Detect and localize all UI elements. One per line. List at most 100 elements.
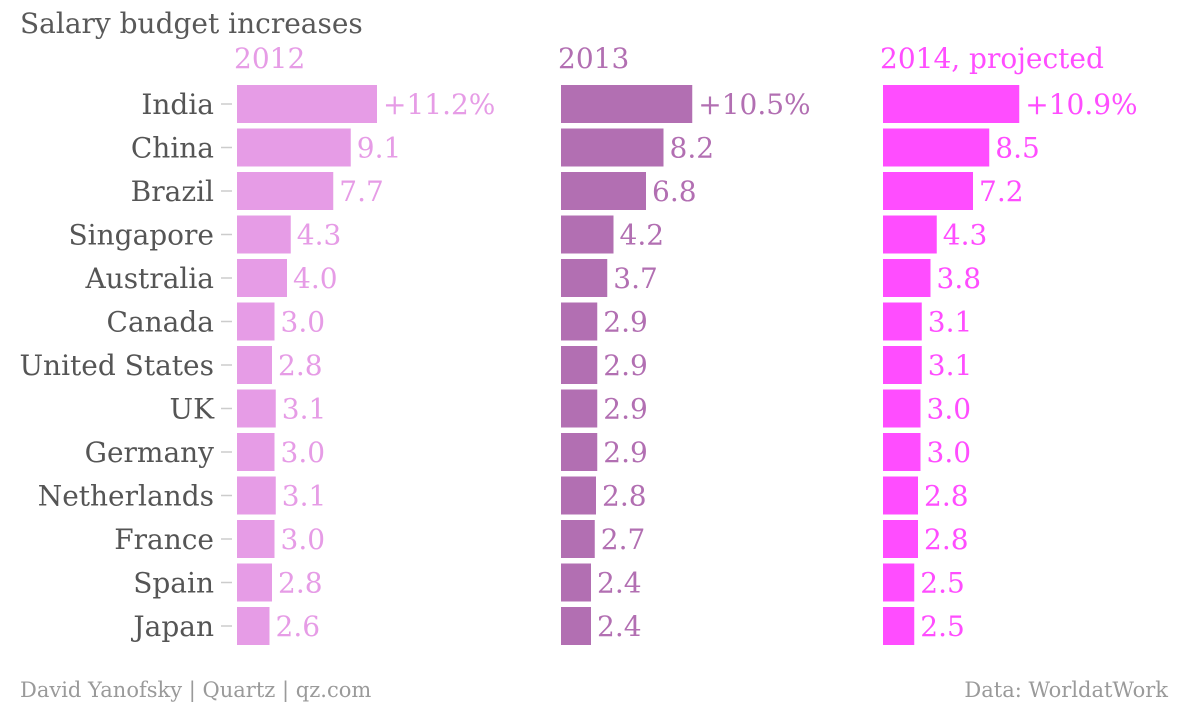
bar	[883, 607, 915, 645]
bar	[237, 302, 275, 341]
bar	[237, 85, 377, 123]
bar	[561, 389, 598, 428]
series-label: 2013	[558, 42, 629, 75]
category-label: UK	[169, 393, 215, 426]
bar	[561, 128, 664, 167]
category-labels: India China Brazil Singapore Australia Canada…	[19, 88, 232, 643]
footer-source: Data: WorldatWork	[964, 678, 1168, 702]
data-label: +11.2%	[383, 88, 495, 121]
bar	[561, 172, 646, 210]
data-label: 2.9	[603, 393, 648, 426]
data-label: 2.9	[603, 306, 648, 339]
bar	[561, 259, 608, 297]
data-label: 4.3	[943, 219, 988, 252]
data-label: 3.0	[281, 523, 326, 556]
data-label: 2.4	[597, 567, 642, 600]
bar	[561, 607, 591, 645]
series-panels: 2012 +11.2% 9.1 7.7 4.3 4.0 3.0 2.8 3.1 3.0 3.1 3.0…	[234, 42, 1138, 645]
bar	[237, 476, 276, 515]
bar	[883, 433, 921, 471]
bar	[883, 85, 1020, 123]
bar	[883, 128, 990, 167]
data-label: 3.1	[928, 306, 973, 339]
data-label: 8.5	[995, 132, 1040, 165]
category-label: Netherlands	[38, 480, 214, 513]
bar	[883, 172, 973, 210]
data-label: 2.8	[924, 480, 969, 513]
data-label: 6.8	[652, 175, 697, 208]
bar	[883, 346, 922, 384]
data-label: 8.2	[670, 132, 715, 165]
series-panel: 2014, projected +10.9% 8.5 7.2 4.3 3.8 3.1 3.1 3…	[880, 42, 1138, 645]
bar	[561, 346, 598, 384]
data-label: 2.8	[924, 523, 969, 556]
bar	[883, 563, 915, 602]
bar	[237, 128, 351, 167]
data-label: 3.1	[928, 349, 973, 382]
bar	[561, 302, 598, 341]
bar	[883, 302, 922, 341]
data-label: 2.6	[276, 610, 321, 643]
bar	[561, 215, 614, 254]
category-label: Canada	[107, 306, 214, 339]
data-label: 2.9	[603, 349, 648, 382]
data-label: 2.5	[920, 567, 965, 600]
data-label: 3.0	[927, 436, 972, 469]
data-label: 9.1	[357, 132, 402, 165]
bar	[237, 563, 272, 602]
footer-credit: David Yanofsky | Quartz | qz.com	[20, 678, 371, 703]
bar	[237, 215, 291, 254]
bar	[561, 520, 595, 558]
bar	[237, 259, 287, 297]
data-label: 2.8	[602, 480, 647, 513]
category-label: France	[114, 523, 214, 556]
series-panel: 2013 +10.5% 8.2 6.8 4.2 3.7 2.9 2.9 2.9 2.9 2.8 2.7…	[558, 42, 811, 645]
data-label: 7.7	[339, 175, 384, 208]
bar	[883, 520, 918, 558]
category-label: United States	[19, 349, 214, 382]
bar	[237, 607, 270, 645]
data-label: 3.0	[281, 436, 326, 469]
category-label: China	[131, 132, 214, 165]
data-label: +10.9%	[1025, 88, 1137, 121]
category-label: India	[141, 88, 214, 121]
bar	[883, 476, 918, 515]
data-label: 4.2	[620, 219, 665, 252]
data-label: 3.0	[281, 306, 326, 339]
category-label: Japan	[130, 610, 214, 643]
data-label: 3.0	[927, 393, 972, 426]
category-label: Australia	[84, 262, 214, 295]
bar	[237, 389, 276, 428]
data-label: 3.7	[613, 262, 658, 295]
data-label: 7.2	[979, 175, 1024, 208]
series-panel: 2012 +11.2% 9.1 7.7 4.3 4.0 3.0 2.8 3.1 3.0 3.1 3.0…	[234, 42, 495, 645]
data-label: 3.8	[937, 262, 982, 295]
category-label: Singapore	[68, 219, 214, 252]
bar	[883, 389, 921, 428]
data-label: 2.8	[278, 349, 323, 382]
data-label: +10.5%	[698, 88, 810, 121]
bar	[561, 476, 596, 515]
category-label: Spain	[133, 567, 214, 600]
data-label: 2.9	[603, 436, 648, 469]
bar	[237, 172, 334, 210]
data-label: 2.8	[278, 567, 323, 600]
bar	[237, 346, 272, 384]
data-label: 4.3	[297, 219, 342, 252]
bar	[883, 259, 931, 297]
bar	[237, 520, 275, 558]
bar	[561, 563, 591, 602]
data-label: 2.5	[920, 610, 965, 643]
data-label: 3.1	[282, 393, 327, 426]
data-label: 3.1	[282, 480, 327, 513]
bar	[561, 85, 693, 123]
chart-title: Salary budget increases	[20, 7, 363, 40]
bar	[237, 433, 275, 471]
category-label: Brazil	[131, 175, 214, 208]
data-label: 2.4	[597, 610, 642, 643]
series-label: 2012	[234, 42, 305, 75]
series-label: 2014, projected	[880, 42, 1104, 75]
data-label: 2.7	[601, 523, 646, 556]
bar	[883, 215, 937, 254]
